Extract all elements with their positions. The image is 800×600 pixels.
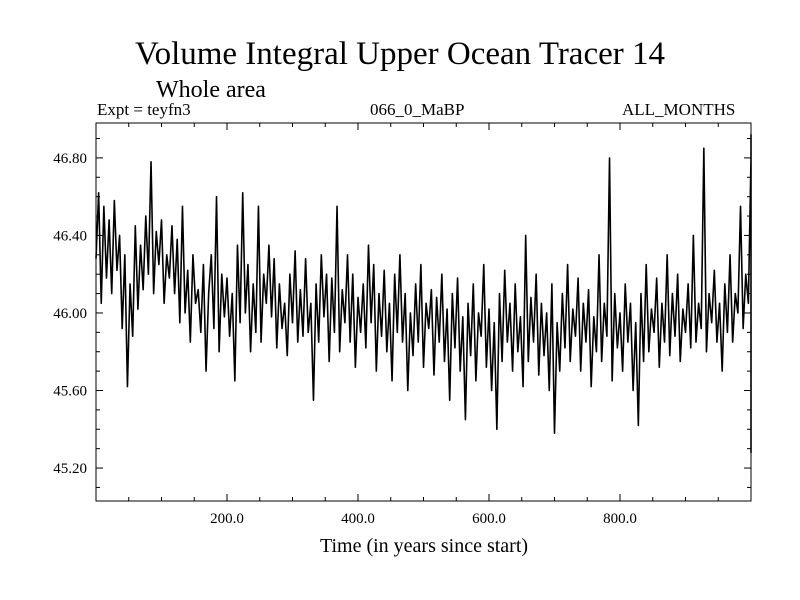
x-tick-label: 800.0 bbox=[603, 511, 637, 527]
plot-frame bbox=[95, 122, 752, 502]
x-tick-label: 200.0 bbox=[210, 511, 244, 527]
x-axis-title: Time (in years since start) bbox=[320, 535, 528, 557]
x-tick-label: 600.0 bbox=[472, 511, 506, 527]
months-label: ALL_MONTHS bbox=[622, 100, 736, 119]
y-tick-label: 46.80 bbox=[53, 151, 87, 167]
x-axis: 200.0 400.0 600.0 800.0 bbox=[128, 123, 719, 527]
y-tick-label: 45.20 bbox=[53, 461, 87, 477]
run-label: 066_0_MaBP bbox=[370, 100, 465, 119]
y-tick-label: 45.60 bbox=[53, 384, 87, 400]
chart-title: Volume Integral Upper Ocean Tracer 14 bbox=[135, 36, 665, 72]
y-tick-label: 46.40 bbox=[53, 228, 87, 244]
y-tick-label: 46.00 bbox=[53, 306, 87, 322]
experiment-label: Expt = teyfn3 bbox=[97, 100, 191, 119]
series-line bbox=[95, 133, 752, 454]
chart-subtitle: Whole area bbox=[156, 77, 266, 103]
x-tick-label: 400.0 bbox=[341, 511, 375, 527]
